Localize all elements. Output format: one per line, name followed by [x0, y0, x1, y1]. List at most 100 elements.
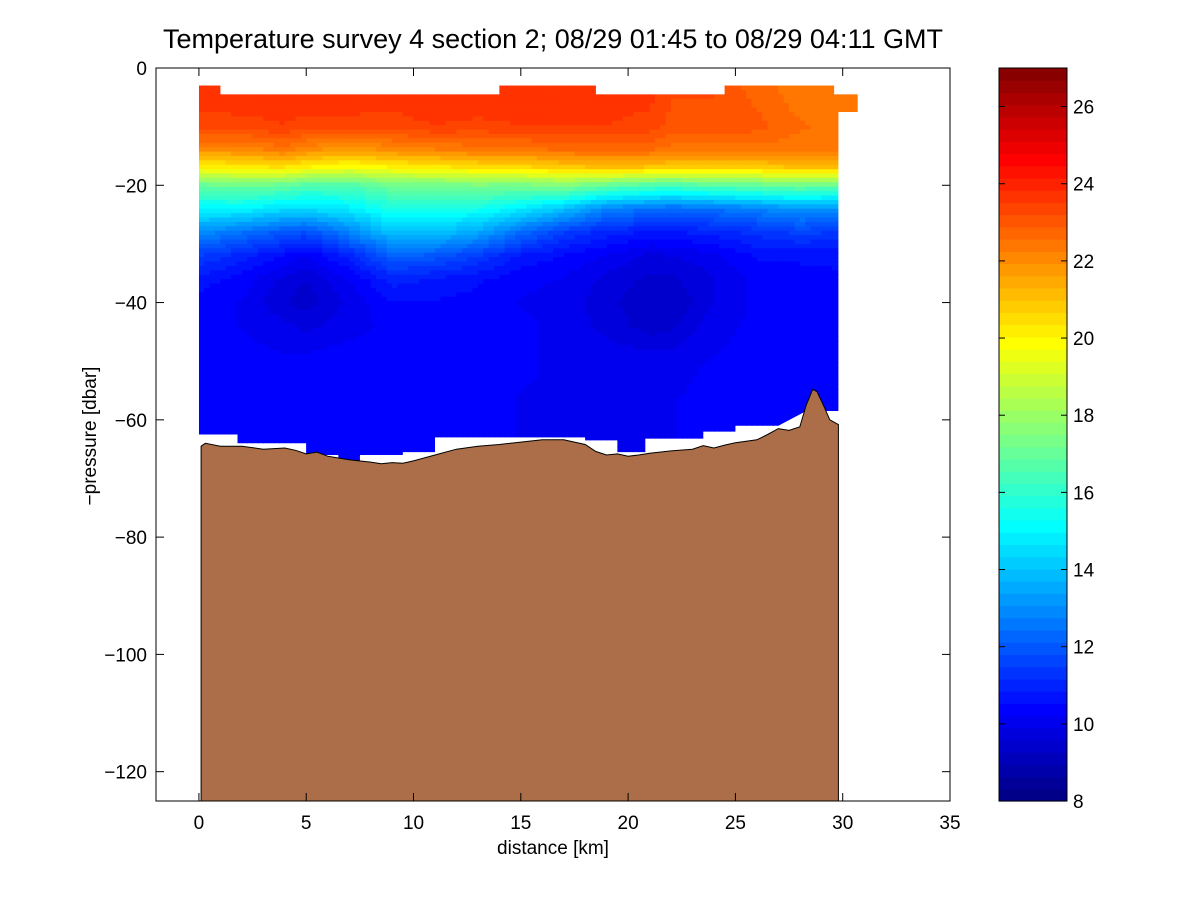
- field-cell: [451, 402, 458, 408]
- field-cell: [290, 283, 297, 289]
- field-cell: [445, 433, 452, 439]
- field-cell: [365, 305, 372, 311]
- field-cell: [440, 94, 447, 100]
- field-cell: [424, 199, 431, 205]
- field-cell: [327, 362, 334, 368]
- field-cell: [349, 349, 356, 355]
- field-cell: [349, 287, 356, 293]
- field-cell: [300, 252, 307, 258]
- field-cell: [316, 133, 323, 139]
- field-cell: [252, 323, 259, 329]
- field-cell: [359, 129, 366, 135]
- field-cell: [247, 265, 254, 271]
- field-cell: [311, 116, 318, 122]
- field-cell: [241, 301, 248, 307]
- field-cell: [338, 107, 345, 113]
- field-cell: [370, 169, 377, 175]
- field-cell: [381, 318, 388, 324]
- field-cell: [392, 314, 399, 320]
- field-cell: [295, 349, 302, 355]
- field-cell: [311, 424, 318, 430]
- field-cell: [429, 406, 436, 412]
- field-cell: [274, 133, 280, 139]
- field-cell: [434, 213, 441, 219]
- field-cell: [279, 336, 286, 342]
- field-cell: [413, 336, 420, 342]
- field-cell: [477, 169, 484, 175]
- field-cell: [477, 195, 484, 201]
- field-cell: [365, 419, 372, 425]
- field-cell: [434, 345, 441, 351]
- field-cell: [359, 120, 366, 126]
- field-cell: [354, 301, 361, 307]
- field-cell: [408, 358, 415, 364]
- field-cell: [461, 283, 468, 289]
- field-cell: [451, 305, 458, 311]
- field-cell: [225, 367, 232, 373]
- field-cell: [295, 98, 302, 104]
- field-cell: [231, 327, 238, 333]
- field-cell: [349, 155, 356, 161]
- field-cell: [370, 261, 377, 267]
- field-cell: [349, 402, 356, 408]
- field-cell: [311, 402, 318, 408]
- field-cell: [333, 274, 339, 280]
- field-cell: [306, 177, 313, 183]
- field-cell: [359, 367, 366, 373]
- field-cell: [300, 98, 307, 104]
- field-cell: [327, 142, 334, 148]
- field-cell: [467, 292, 474, 298]
- field-cell: [306, 393, 313, 399]
- field-cell: [440, 160, 447, 166]
- field-cell: [402, 362, 409, 368]
- field-cell: [225, 274, 232, 280]
- field-cell: [268, 217, 275, 223]
- field-cell: [375, 182, 382, 188]
- field-cell: [408, 230, 415, 236]
- field-cell: [424, 173, 431, 179]
- field-cell: [424, 305, 431, 311]
- field-cell: [257, 424, 264, 430]
- field-cell: [413, 287, 420, 293]
- field-cell: [386, 125, 393, 131]
- field-cell: [209, 230, 216, 236]
- field-cell: [456, 340, 463, 346]
- field-cell: [370, 221, 377, 227]
- field-cell: [274, 98, 280, 104]
- field-cell: [402, 173, 409, 179]
- field-cell: [359, 204, 366, 210]
- field-cell: [386, 323, 393, 329]
- field-cell: [429, 340, 436, 346]
- field-cell: [279, 173, 286, 179]
- field-cell: [402, 182, 409, 188]
- field-cell: [445, 375, 452, 381]
- field-cell: [274, 120, 280, 126]
- field-cell: [327, 349, 334, 355]
- field-cell: [327, 441, 334, 447]
- field-cell: [322, 301, 329, 307]
- field-cell: [477, 318, 484, 324]
- field-cell: [456, 182, 463, 188]
- field-cell: [370, 274, 377, 280]
- field-cell: [209, 336, 216, 342]
- field-cell: [413, 371, 420, 377]
- field-cell: [231, 248, 238, 254]
- field-cell: [279, 375, 286, 381]
- field-cell: [386, 393, 393, 399]
- field-cell: [263, 204, 270, 210]
- field-cell: [231, 195, 238, 201]
- field-cell: [322, 292, 329, 298]
- field-cell: [381, 296, 388, 302]
- field-cell: [252, 129, 259, 135]
- field-cell: [424, 283, 431, 289]
- field-cell: [252, 177, 259, 183]
- field-cell: [284, 362, 291, 368]
- field-cell: [365, 160, 372, 166]
- field-cell: [333, 305, 339, 311]
- field-cell: [257, 177, 264, 183]
- field-cell: [413, 323, 420, 329]
- field-cell: [440, 191, 447, 197]
- field-cell: [434, 367, 441, 373]
- field-cell: [225, 305, 232, 311]
- field-cell: [451, 327, 458, 333]
